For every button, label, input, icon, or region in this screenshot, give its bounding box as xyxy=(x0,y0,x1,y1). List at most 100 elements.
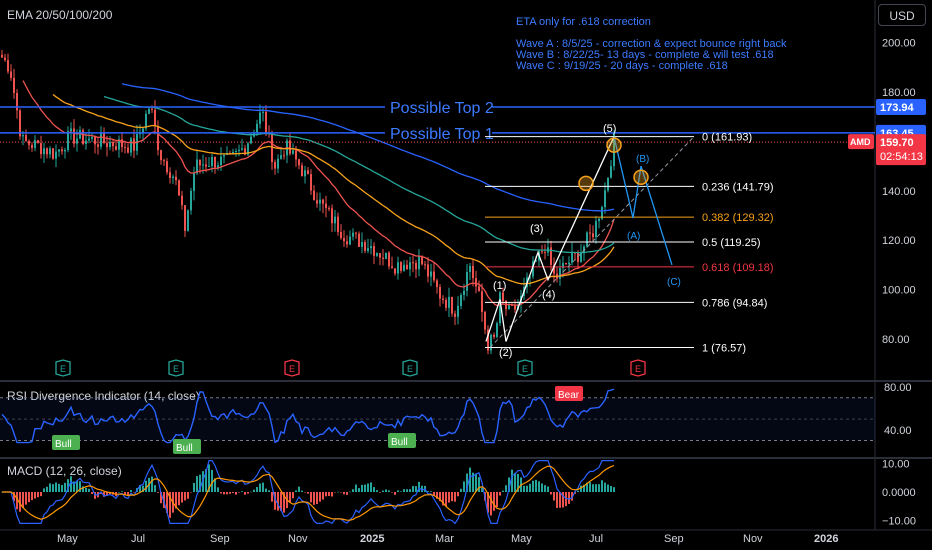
macd-histogram-bar xyxy=(85,487,87,492)
candle-body xyxy=(82,130,84,144)
macd-histogram-bar xyxy=(247,492,249,494)
candle-body xyxy=(55,151,57,159)
candle-body xyxy=(223,154,225,157)
symbol-tag: AMD xyxy=(850,137,871,147)
candle-body xyxy=(343,238,345,242)
fib-level-label: 0.236 (141.79) xyxy=(702,181,774,193)
macd-histogram xyxy=(1,464,615,518)
macd-histogram-bar xyxy=(319,492,321,502)
macd-histogram-bar xyxy=(256,487,258,492)
currency-button[interactable]: USD xyxy=(878,4,926,26)
price-axis-tick: 100.00 xyxy=(882,285,916,297)
macd-histogram-bar xyxy=(280,492,282,512)
macd-histogram-bar xyxy=(259,483,261,492)
macd-histogram-bar xyxy=(412,486,414,492)
macd-histogram-bar xyxy=(19,492,21,512)
candle-body xyxy=(61,149,63,152)
macd-histogram-bar xyxy=(517,474,519,492)
macd-histogram-bar xyxy=(340,492,342,493)
candle-body xyxy=(67,131,69,151)
macd-histogram-bar xyxy=(322,492,324,500)
macd-histogram-bar xyxy=(184,492,186,501)
candle-body xyxy=(22,135,24,137)
candle-body xyxy=(172,176,174,179)
candle-body xyxy=(145,113,147,129)
macd-histogram-bar xyxy=(490,492,492,516)
macd-histogram-bar xyxy=(124,492,126,495)
macd-histogram-bar xyxy=(406,489,408,492)
candle-body xyxy=(352,232,354,237)
macd-histogram-bar xyxy=(73,481,75,492)
candle-body xyxy=(247,143,249,155)
macd-histogram-bar xyxy=(523,485,525,492)
macd-histogram-bar xyxy=(61,484,63,492)
macd-histogram-bar xyxy=(160,492,162,504)
candle-body xyxy=(124,147,126,149)
rsi-signal-label: Bull xyxy=(176,443,193,454)
candle-body xyxy=(559,267,561,279)
macd-histogram-bar xyxy=(421,485,423,492)
candle-body xyxy=(427,264,429,277)
macd-histogram-bar xyxy=(151,476,153,492)
candle-body xyxy=(46,148,48,155)
possible-top-1-label: Possible Top 1 xyxy=(390,126,494,143)
candle-body xyxy=(445,299,447,308)
candle-body xyxy=(460,294,462,306)
macd-histogram-bar xyxy=(346,492,348,495)
macd-signal-line xyxy=(2,464,615,521)
macd-histogram-bar xyxy=(196,476,198,492)
candle-body xyxy=(52,148,54,159)
candle-body xyxy=(115,146,117,150)
candle-body xyxy=(130,138,132,153)
earnings-marker xyxy=(284,359,300,377)
candle-body xyxy=(298,159,300,166)
candle-body xyxy=(529,276,531,278)
candle-body xyxy=(589,232,591,234)
macd-axis-tick: −10.00 xyxy=(882,516,916,528)
candle-body xyxy=(70,128,72,132)
macd-histogram-bar xyxy=(190,492,192,493)
macd-histogram-bar xyxy=(460,488,462,492)
candle-body xyxy=(79,130,81,139)
price-axis-tick: 200.00 xyxy=(882,38,916,50)
candle-body xyxy=(178,180,180,196)
candle-body xyxy=(394,268,396,274)
macd-histogram-bar xyxy=(547,486,549,492)
candle-body xyxy=(187,210,189,231)
top-2-price-tag: 173.94 xyxy=(880,102,915,114)
macd-histogram-bar xyxy=(544,485,546,492)
macd-histogram-bar xyxy=(403,489,405,492)
candle-body xyxy=(508,304,510,310)
macd-histogram-bar xyxy=(58,483,60,492)
candle-body xyxy=(202,164,204,166)
macd-histogram-bar xyxy=(481,487,483,492)
macd-histogram-bar xyxy=(205,469,207,492)
candle-body xyxy=(235,150,237,152)
countdown-tag: 02:54:13 xyxy=(880,151,923,163)
ema-50-line xyxy=(52,93,615,285)
candle-body xyxy=(328,208,330,210)
candle-body xyxy=(64,150,66,152)
candle-body xyxy=(16,92,18,111)
macd-histogram-bar xyxy=(328,492,330,497)
target-circle xyxy=(578,175,594,192)
candle-body xyxy=(397,262,399,274)
candle-body xyxy=(418,255,420,270)
candle-body xyxy=(37,140,39,144)
macd-histogram-bar xyxy=(265,488,267,492)
macd-histogram-bar xyxy=(388,490,390,492)
candle-body xyxy=(340,231,342,239)
macd-histogram-bar xyxy=(274,492,276,510)
macd-histogram-bar xyxy=(307,492,309,494)
candle-body xyxy=(238,149,240,151)
macd-histogram-bar xyxy=(364,484,366,492)
macd-histogram-bar xyxy=(49,483,51,492)
macd-histogram-bar xyxy=(304,492,306,493)
macd-histogram-bar xyxy=(577,490,579,492)
macd-histogram-bar xyxy=(583,484,585,492)
earnings-marker xyxy=(402,359,418,377)
macd-histogram-bar xyxy=(502,490,504,492)
macd-histogram-bar xyxy=(238,492,240,493)
macd-histogram-bar xyxy=(175,492,177,509)
